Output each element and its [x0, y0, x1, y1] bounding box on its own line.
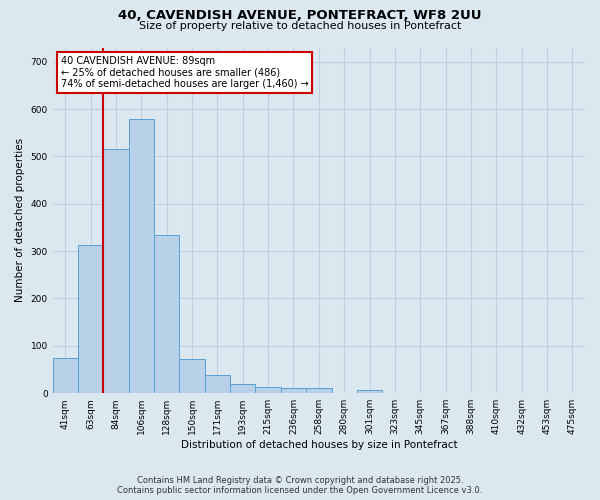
Y-axis label: Number of detached properties: Number of detached properties	[15, 138, 25, 302]
Text: 40, CAVENDISH AVENUE, PONTEFRACT, WF8 2UU: 40, CAVENDISH AVENUE, PONTEFRACT, WF8 2U…	[118, 9, 482, 22]
Bar	[357, 390, 382, 393]
X-axis label: Distribution of detached houses by size in Pontefract: Distribution of detached houses by size …	[181, 440, 457, 450]
Text: Contains HM Land Registry data © Crown copyright and database right 2025.
Contai: Contains HM Land Registry data © Crown c…	[118, 476, 482, 495]
Bar	[230, 384, 256, 393]
Bar	[129, 118, 154, 393]
Bar	[281, 388, 306, 393]
Bar	[53, 358, 78, 393]
Bar	[256, 386, 281, 393]
Text: 40 CAVENDISH AVENUE: 89sqm
← 25% of detached houses are smaller (486)
74% of sem: 40 CAVENDISH AVENUE: 89sqm ← 25% of deta…	[61, 56, 308, 90]
Text: Size of property relative to detached houses in Pontefract: Size of property relative to detached ho…	[139, 21, 461, 31]
Bar	[205, 375, 230, 393]
Bar	[179, 359, 205, 393]
Bar	[306, 388, 332, 393]
Bar	[103, 150, 129, 393]
Bar	[154, 234, 179, 393]
Bar	[78, 246, 103, 393]
